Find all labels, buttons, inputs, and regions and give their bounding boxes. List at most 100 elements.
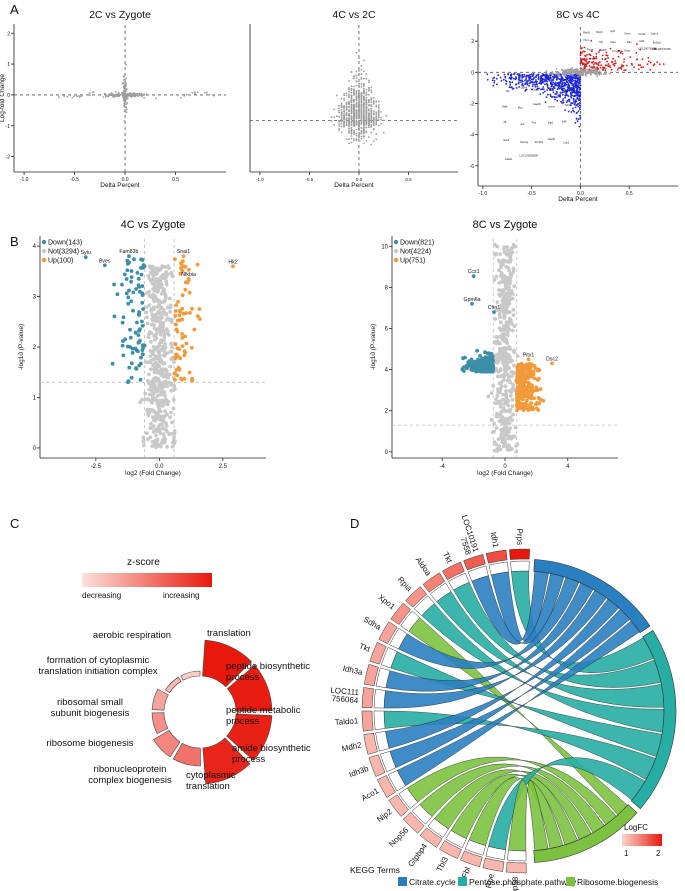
up-point: [633, 66, 635, 69]
data-point: [360, 98, 363, 101]
gene-label-line: 756064: [331, 694, 359, 705]
down-point: [576, 111, 578, 114]
x-axis-label: Delta Percent: [334, 182, 374, 189]
down-point: [567, 83, 569, 86]
data-point: [363, 83, 365, 86]
up-point: [614, 60, 617, 62]
ns-point: [593, 69, 595, 71]
not-point: [492, 421, 497, 426]
data-point: [372, 102, 375, 105]
data-point: [355, 114, 358, 117]
not-point: [502, 339, 507, 344]
down-point: [565, 92, 568, 94]
y-tick-label: 1: [7, 62, 10, 68]
not-point: [490, 430, 495, 435]
not-point: [153, 333, 158, 337]
down-point: [553, 73, 555, 76]
up-point: [580, 59, 583, 62]
ns-point: [551, 73, 553, 76]
not-point: [159, 282, 164, 287]
data-point: [375, 115, 378, 118]
down-point: [479, 365, 483, 370]
not-point: [498, 374, 503, 379]
up-point: [617, 55, 620, 58]
down-point: [549, 77, 552, 80]
up-point: [174, 368, 179, 372]
not-point: [152, 410, 157, 415]
down-point: [469, 367, 474, 372]
y-tick-label: 2: [33, 345, 37, 351]
data-point: [348, 127, 350, 129]
data-point: [348, 103, 350, 106]
up-point: [592, 60, 595, 63]
data-point: [360, 137, 363, 140]
not-point: [499, 431, 504, 436]
up-point: [183, 334, 188, 339]
chart-title: 4C vs 2C: [332, 9, 376, 21]
data-point: [212, 94, 215, 97]
gene-arc: [400, 610, 421, 632]
kegg-term-ribosome-label: Ribosome.biogenesis: [577, 877, 658, 887]
data-point: [355, 96, 358, 98]
data-point: [348, 119, 350, 122]
data-point: [355, 99, 358, 101]
gene-label: Idh3a: [342, 664, 364, 677]
down-point: [471, 360, 475, 365]
not-point: [151, 424, 156, 428]
up-point: [534, 406, 539, 411]
up-point: [536, 396, 541, 400]
not-point: [501, 353, 506, 358]
data-point: [340, 125, 343, 128]
go-term-label: process: [226, 716, 260, 727]
gene-label-blue: Sox2: [503, 138, 509, 142]
down-point: [573, 103, 576, 106]
down-point: [557, 84, 560, 87]
ns-point: [560, 68, 563, 71]
down-point: [566, 94, 569, 97]
up-point: [588, 60, 591, 63]
data-point: [365, 116, 368, 118]
down-point: [542, 88, 545, 91]
down-point: [568, 89, 570, 92]
data-point: [196, 91, 199, 94]
up-point: [621, 52, 624, 55]
go-segment: [226, 713, 273, 761]
up-point: [604, 69, 607, 72]
not-point: [165, 429, 169, 434]
data-point: [377, 106, 380, 108]
not-point: [171, 397, 176, 402]
data-point: [345, 92, 348, 95]
up-point: [516, 379, 521, 384]
up-point: [174, 309, 178, 313]
not-point: [151, 294, 156, 299]
not-point: [494, 426, 499, 430]
zscore-legend-high: increasing: [163, 591, 199, 600]
down-point: [496, 83, 498, 86]
data-point: [348, 88, 350, 91]
up-point: [528, 366, 533, 371]
data-point: [370, 109, 373, 112]
up-point: [604, 57, 607, 60]
data-point: [368, 124, 370, 127]
up-point: [602, 69, 604, 71]
data-point: [133, 95, 136, 98]
y-tick-label: 2: [7, 31, 10, 37]
not-point: [172, 431, 177, 436]
panel-letter-a: A: [10, 2, 19, 17]
data-point: [350, 118, 353, 121]
ns-point: [561, 73, 564, 75]
up-point: [532, 376, 537, 381]
data-point: [360, 120, 363, 122]
ns-point: [593, 67, 596, 70]
not-point: [153, 347, 158, 352]
up-point: [515, 392, 519, 396]
down-point: [579, 104, 581, 107]
not-point: [500, 346, 505, 351]
data-point: [355, 138, 358, 141]
data-point: [377, 116, 380, 119]
not-point: [503, 283, 508, 288]
down-point: [572, 109, 574, 112]
data-point: [355, 112, 358, 114]
not-point: [507, 253, 511, 257]
